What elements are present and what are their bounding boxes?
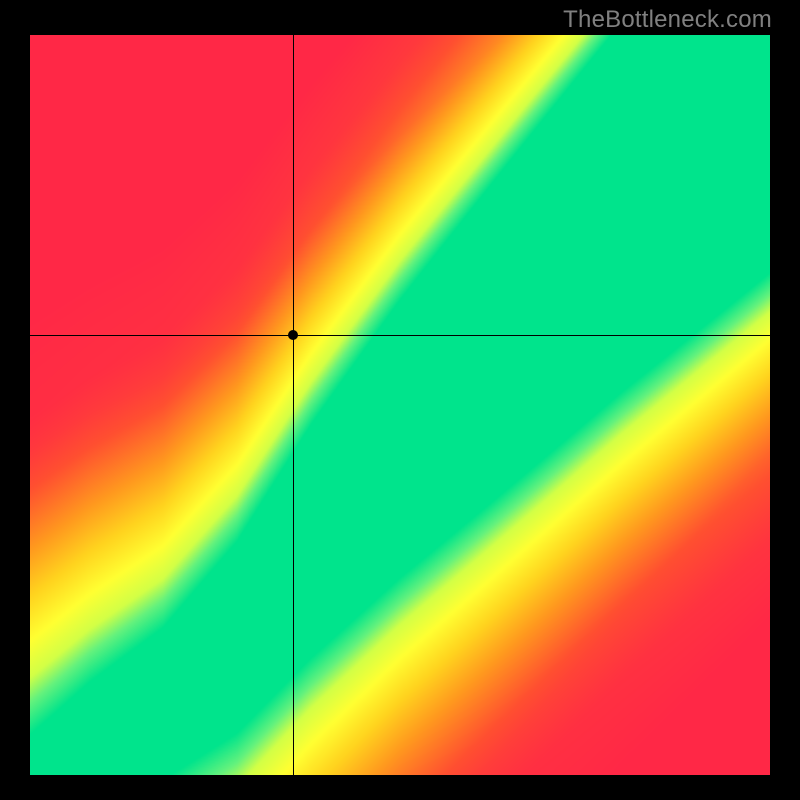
chart-container: TheBottleneck.com bbox=[0, 0, 800, 800]
plot-area bbox=[30, 35, 770, 775]
crosshair-marker bbox=[288, 330, 298, 340]
crosshair-vertical bbox=[293, 35, 294, 775]
watermark-text: TheBottleneck.com bbox=[563, 6, 772, 34]
crosshair-horizontal bbox=[30, 335, 770, 336]
heatmap-canvas bbox=[30, 35, 770, 775]
